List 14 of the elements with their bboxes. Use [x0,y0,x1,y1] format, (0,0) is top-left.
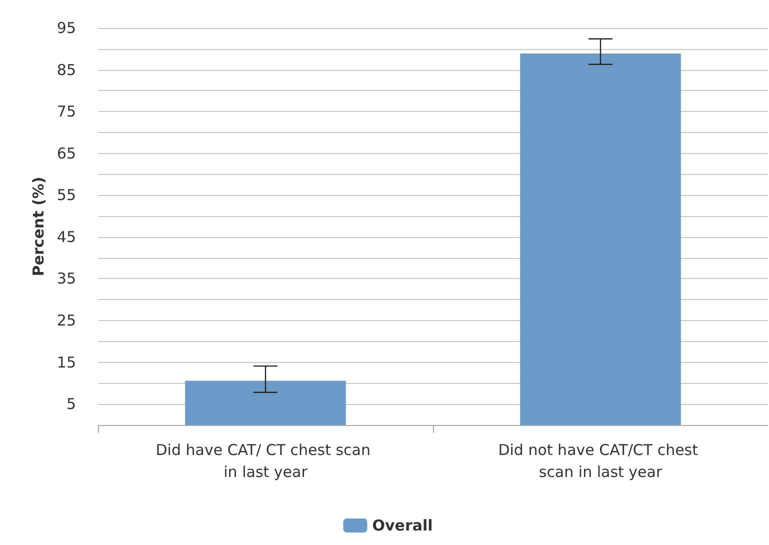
y-axis-title: Percent (%) [30,176,48,276]
y-tick-label: 45 [56,228,76,246]
y-tick-label: 55 [56,186,76,204]
legend-label: Overall [372,516,433,534]
y-tick-label: 95 [56,19,76,37]
y-tick-label: 25 [56,312,76,330]
y-tick-label: 15 [56,353,76,372]
x-tick-label: Did not have CAT/CT chest scan in last year [498,441,703,481]
y-tick-label: 65 [56,144,76,162]
x-tick-label: Did have CAT/ CT chest scan in last year [156,441,376,481]
y-tick-label: 75 [56,102,76,121]
y-tick-label: 35 [56,270,76,288]
y-tick-label: 85 [56,60,76,79]
y-tick-label: 5 [66,395,76,414]
